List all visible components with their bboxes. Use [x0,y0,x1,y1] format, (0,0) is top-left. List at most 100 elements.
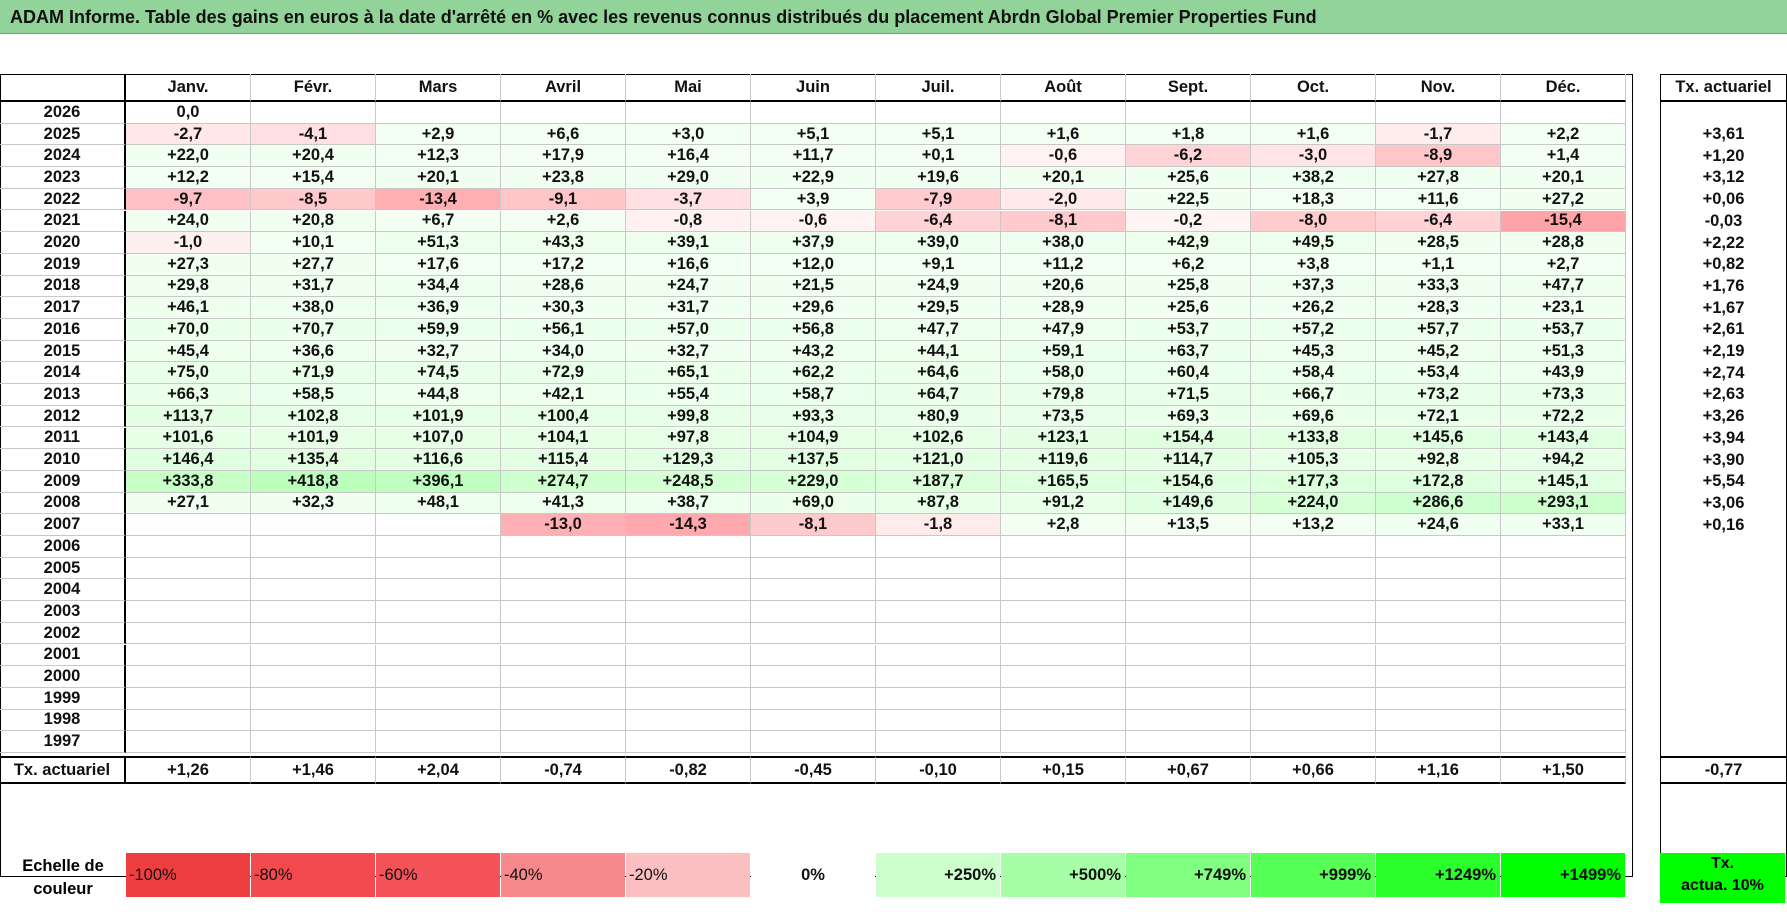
gain-cell: +3,9 [751,188,876,211]
gain-cell: +0,1 [876,145,1001,168]
gain-cell [1126,666,1251,688]
gain-cell [251,709,376,732]
gain-cell: +396,1 [376,470,501,493]
gain-cell [126,666,251,688]
gain-cell: +1,4 [1501,145,1626,168]
gain-cell: +286,6 [1376,492,1501,515]
footer-actuarial: +2,04 [376,756,501,784]
legend-swatch: 0% [751,853,875,897]
gain-cell: +73,3 [1501,384,1626,406]
gain-cell [626,102,751,124]
gain-cell: +27,7 [251,253,376,276]
gain-cell: +72,9 [501,362,626,385]
gain-cell: +45,2 [1376,340,1501,363]
gain-cell: +62,2 [751,362,876,385]
month-header-6: Juin [751,74,876,102]
gain-cell [876,687,1001,710]
gain-cell [1251,536,1376,558]
gain-cell [751,731,876,753]
gain-cell [251,622,376,645]
gain-cell: +133,8 [1251,427,1376,450]
gain-cell [1001,644,1126,667]
gain-cell: +47,7 [1501,275,1626,298]
month-header-5: Mai [626,74,751,102]
footer-actuarial: +1,50 [1501,756,1626,784]
actuarial-rate: +3,12 [1702,168,1745,187]
actuarial-rate: +3,61 [1702,125,1745,144]
gain-cell: +31,7 [626,297,751,319]
gain-cell [1501,709,1626,732]
actuarial-rate [1660,536,1787,558]
gain-cell [376,644,501,667]
actuarial-rate: +5,54 [1702,472,1745,491]
gain-cell: +20,8 [251,210,376,233]
gain-cell [126,644,251,667]
gain-cell: +44,1 [876,340,1001,363]
gain-cell [1126,557,1251,580]
gain-cell: +64,6 [876,362,1001,385]
gain-cell: +116,6 [376,449,501,471]
legend-swatch: -100% [126,853,250,897]
gain-cell [1501,579,1626,602]
actuarial-rate: +2,61 [1702,320,1745,339]
gain-cell: +53,4 [1376,362,1501,385]
gain-cell [1001,102,1126,124]
gain-cell: +1,6 [1001,123,1126,146]
gain-cell: +23,8 [501,167,626,189]
gain-cell: +224,0 [1251,492,1376,515]
year-label: 2011 [0,427,126,450]
gain-cell: +39,1 [626,232,751,254]
actuarial-rate: +2,74 [1702,363,1745,382]
gain-cell [1251,579,1376,602]
gain-cell: +16,6 [626,253,751,276]
gain-cell: -1,7 [1376,123,1501,146]
gain-cell: +154,6 [1126,470,1251,493]
gain-cell [126,622,251,645]
month-header-3: Mars [376,74,501,102]
gain-cell: -15,4 [1501,210,1626,233]
gain-cell: +113,7 [126,405,251,428]
gain-cell: +1,8 [1126,123,1251,146]
gain-cell: -0,2 [1126,210,1251,233]
gain-cell [1251,601,1376,623]
gain-cell [251,644,376,667]
gain-cell [751,579,876,602]
gain-cell [1376,601,1501,623]
gain-cell [251,557,376,580]
gain-cell [501,601,626,623]
gain-cell: +65,1 [626,362,751,385]
gain-cell [1501,601,1626,623]
gain-cell: +17,9 [501,145,626,168]
gain-cell: +48,1 [376,492,501,515]
gain-cell: +13,5 [1126,514,1251,536]
gains-table: Janv. Févr. Mars Avril Mai Juin Juil. Août Sept.… [0,34,1787,912]
gain-cell: +24,6 [1376,514,1501,536]
gain-cell [501,731,626,753]
gain-cell [251,666,376,688]
gain-cell [126,601,251,623]
gain-cell: +28,3 [1376,297,1501,319]
gain-cell [501,687,626,710]
actuarial-rate: +1,20 [1702,146,1745,165]
gain-cell: +6,6 [501,123,626,146]
gain-cell: +27,2 [1501,188,1626,211]
gain-cell: +229,0 [751,470,876,493]
actuarial-rate [1660,579,1787,601]
gain-cell: -2,0 [1001,188,1126,211]
gain-cell: +58,0 [1001,362,1126,385]
gain-cell: +145,1 [1501,470,1626,493]
legend-act-line2: actua. 10% [1681,877,1764,894]
gain-cell [126,731,251,753]
gain-cell: +293,1 [1501,492,1626,515]
gain-cell: +32,7 [626,340,751,363]
gain-cell: +72,2 [1501,405,1626,428]
gain-cell [876,709,1001,732]
year-label: 2002 [0,622,126,645]
month-header-4: Avril [501,74,626,102]
gain-cell: +69,3 [1126,405,1251,428]
gain-cell: +13,2 [1251,514,1376,536]
gain-cell: +28,6 [501,275,626,298]
gain-cell: +51,3 [376,232,501,254]
gain-cell: +72,1 [1376,405,1501,428]
year-label: 2017 [0,297,126,319]
